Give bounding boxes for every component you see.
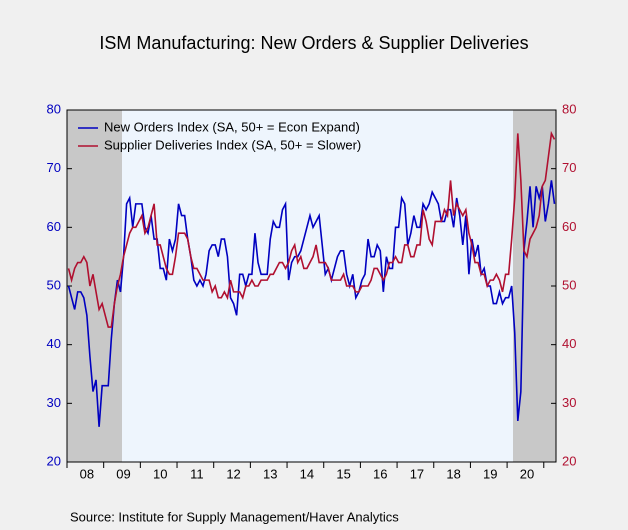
y-tick-label: 50 [47,277,61,292]
x-tick-label: 08 [80,466,94,481]
x-tick-label: 13 [263,466,277,481]
legend-label: New Orders Index (SA, 50+ = Econ Expand) [104,119,360,134]
y-tick-label: 70 [47,160,61,175]
y2-tick-label: 40 [562,336,576,351]
plot-area [67,110,556,462]
source: Source: Institute for Supply Management/… [70,509,399,524]
x-tick-label: 14 [300,466,314,481]
y2-tick-label: 20 [562,453,576,468]
x-tick-label: 16 [373,466,387,481]
x-tick-label: 17 [410,466,424,481]
x-tick-label: 20 [520,466,534,481]
y-tick-label: 80 [47,101,61,116]
y2-tick-label: 60 [562,219,576,234]
legend-label: Supplier Deliveries Index (SA, 50+ = Slo… [104,137,361,152]
y2-tick-label: 80 [562,101,576,116]
x-tick-label: 09 [116,466,130,481]
series-line [67,130,556,328]
x-tick-label: 19 [483,466,497,481]
y2-tick-label: 30 [562,395,576,410]
x-tick-label: 10 [153,466,167,481]
y-tick-label: 30 [47,395,61,410]
y2-tick-label: 50 [562,277,576,292]
y-tick-label: 60 [47,219,61,234]
x-tick-label: 11 [190,466,204,481]
y-tick-label: 40 [47,336,61,351]
chart-title: ISM Manufacturing: New Orders & Supplier… [99,33,528,53]
x-tick-label: 15 [336,466,350,481]
y-tick-label: 20 [47,453,61,468]
x-tick-label: 18 [446,466,460,481]
y2-tick-label: 70 [562,160,576,175]
x-tick-label: 12 [226,466,240,481]
